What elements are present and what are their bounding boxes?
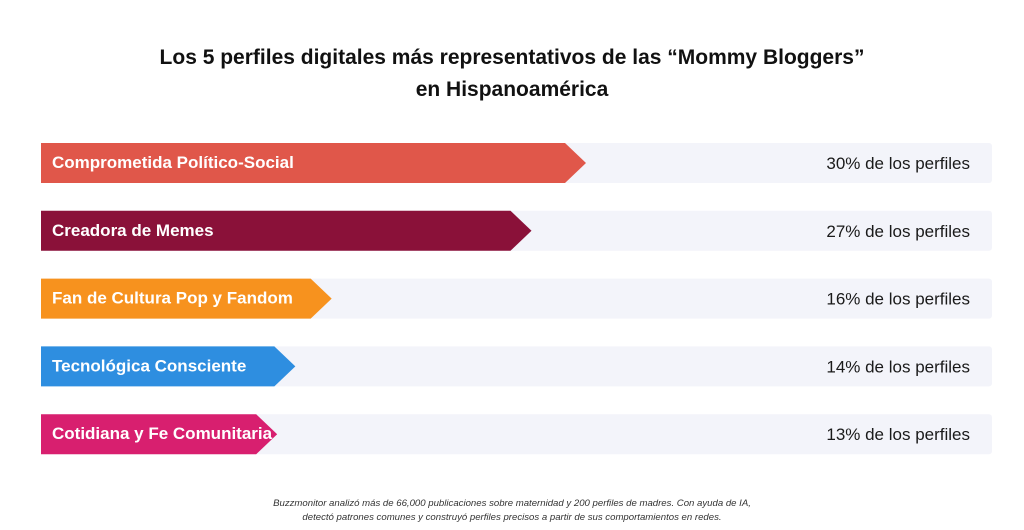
bar bbox=[41, 278, 332, 319]
value-label: 27% de los perfiles bbox=[826, 222, 970, 241]
value-label: 30% de los perfiles bbox=[826, 154, 970, 173]
footnote-line-1: Buzzmonitor analizó más de 66,000 public… bbox=[273, 498, 751, 509]
bar-row: Fan de Cultura Pop y Fandom 16% de los pe… bbox=[41, 278, 992, 319]
bar bbox=[41, 414, 278, 455]
chart-title-line-2: en Hispanoamérica bbox=[415, 78, 609, 101]
category-label: Comprometida Político-Social bbox=[52, 153, 294, 172]
value-label: 14% de los perfiles bbox=[826, 357, 970, 376]
bar-track bbox=[41, 414, 992, 455]
bar bbox=[41, 143, 586, 183]
bar-row: Comprometida Político-Social 30% de los p… bbox=[41, 143, 992, 183]
category-label: Creadora de Memes bbox=[52, 221, 214, 240]
footnote-line-2: detectó patrones comunes y construyó per… bbox=[302, 512, 722, 523]
bar-row: Creadora de Memes 27% de los perfiles bbox=[41, 210, 992, 251]
bar-row: Cotidiana y Fe Comunitaria 13% de los per… bbox=[41, 414, 992, 455]
value-label: 16% de los perfiles bbox=[826, 290, 970, 309]
chart-title-line-1: Los 5 perfiles digitales más representat… bbox=[159, 46, 865, 69]
methodology-footnote: Buzzmonitor analizó más de 66,000 public… bbox=[0, 497, 1024, 525]
category-label: Tecnológica Consciente bbox=[52, 356, 246, 375]
category-label: Fan de Cultura Pop y Fandom bbox=[52, 289, 293, 308]
bar bbox=[41, 346, 296, 387]
bar-row: Tecnológica Consciente 14% de los perfile… bbox=[41, 346, 992, 387]
bar bbox=[41, 210, 532, 251]
value-label: 13% de los perfiles bbox=[826, 425, 970, 444]
chart-title: Los 5 perfiles digitales más representat… bbox=[0, 42, 1024, 106]
category-label: Cotidiana y Fe Comunitaria bbox=[52, 424, 273, 443]
